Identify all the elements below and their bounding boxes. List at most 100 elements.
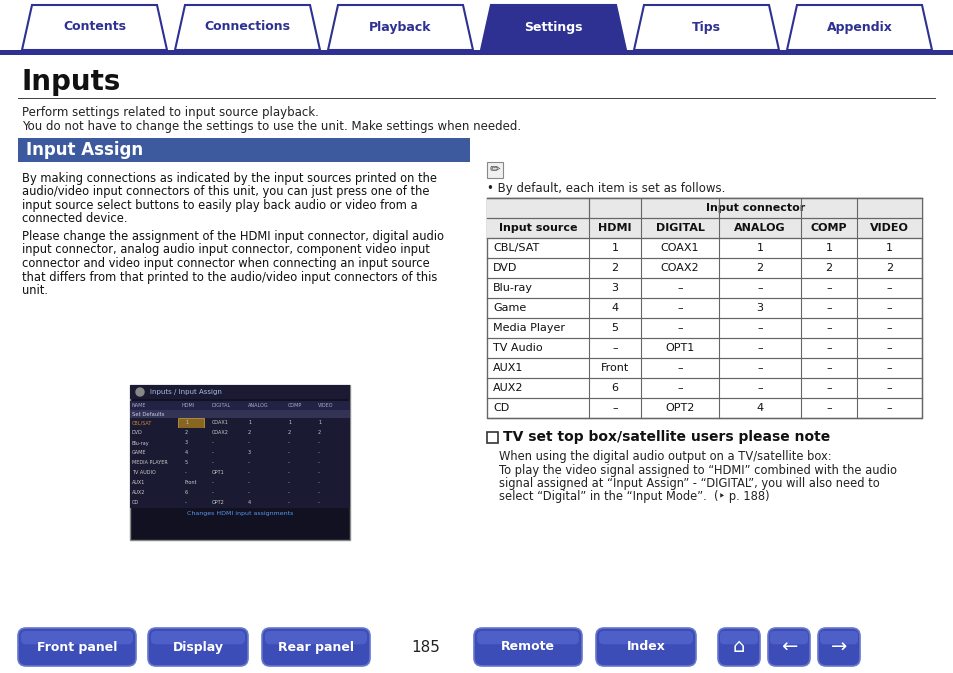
Text: –: – xyxy=(825,383,831,393)
Text: -: - xyxy=(212,450,213,456)
Text: DIGITAL: DIGITAL xyxy=(212,403,231,408)
Text: -: - xyxy=(248,481,250,485)
Text: You do not have to change the settings to use the unit. Make settings when neede: You do not have to change the settings t… xyxy=(22,120,520,133)
Text: –: – xyxy=(825,303,831,313)
Text: –: – xyxy=(677,303,682,313)
Bar xyxy=(18,98,935,99)
Text: Rear panel: Rear panel xyxy=(277,641,354,653)
Text: Remote: Remote xyxy=(500,641,555,653)
Text: HDMI: HDMI xyxy=(182,403,195,408)
Text: –: – xyxy=(757,283,762,293)
Text: Front panel: Front panel xyxy=(37,641,117,653)
Text: –: – xyxy=(825,403,831,413)
Text: –: – xyxy=(757,343,762,353)
Text: -: - xyxy=(288,441,290,446)
Polygon shape xyxy=(22,5,167,50)
Text: 1: 1 xyxy=(185,421,188,425)
Text: input connector, analog audio input connector, component video input: input connector, analog audio input conn… xyxy=(22,244,430,256)
Text: DVD: DVD xyxy=(493,263,517,273)
Bar xyxy=(130,448,350,458)
Text: –: – xyxy=(677,323,682,333)
Text: connected device.: connected device. xyxy=(22,213,128,225)
Text: VIDEO: VIDEO xyxy=(317,403,334,408)
Bar xyxy=(130,385,350,399)
Text: Connections: Connections xyxy=(204,20,291,34)
FancyBboxPatch shape xyxy=(820,631,857,644)
Text: By making connections as indicated by the input sources printed on the: By making connections as indicated by th… xyxy=(22,172,436,185)
Text: VIDEO: VIDEO xyxy=(869,223,908,233)
Text: -: - xyxy=(317,450,319,456)
Text: –: – xyxy=(825,283,831,293)
Text: 2: 2 xyxy=(824,263,832,273)
Text: OPT2: OPT2 xyxy=(212,501,225,505)
Text: 1: 1 xyxy=(248,421,251,425)
Text: OPT1: OPT1 xyxy=(664,343,694,353)
Bar xyxy=(130,498,350,508)
Circle shape xyxy=(136,388,144,396)
Text: 2: 2 xyxy=(288,431,291,435)
Text: that differs from that printed to the audio/video input connectors of this: that differs from that printed to the au… xyxy=(22,271,436,283)
Text: →: → xyxy=(830,637,846,656)
Bar xyxy=(486,432,497,443)
Text: 2: 2 xyxy=(756,263,762,273)
Text: Input Assign: Input Assign xyxy=(26,141,143,159)
Text: 6: 6 xyxy=(185,491,188,495)
Text: When using the digital audio output on a TV/satellite box:: When using the digital audio output on a… xyxy=(498,450,831,463)
Text: 1: 1 xyxy=(611,243,618,253)
Text: -: - xyxy=(317,501,319,505)
Text: 185: 185 xyxy=(411,639,440,655)
FancyBboxPatch shape xyxy=(596,628,696,666)
Text: –: – xyxy=(885,363,891,373)
Bar xyxy=(0,50,953,55)
FancyBboxPatch shape xyxy=(718,628,760,666)
Text: 2: 2 xyxy=(248,431,251,435)
Text: COAX1: COAX1 xyxy=(212,421,229,425)
Text: Perform settings related to input source playback.: Perform settings related to input source… xyxy=(22,106,318,119)
Text: signal assigned at “Input Assign” - “DIGITAL”, you will also need to: signal assigned at “Input Assign” - “DIG… xyxy=(498,477,879,490)
Polygon shape xyxy=(786,5,931,50)
Text: 3: 3 xyxy=(611,283,618,293)
Polygon shape xyxy=(634,5,779,50)
Text: DIGITAL: DIGITAL xyxy=(655,223,703,233)
Text: AUX2: AUX2 xyxy=(132,491,145,495)
Text: Appendix: Appendix xyxy=(825,20,891,34)
Text: –: – xyxy=(825,363,831,373)
Bar xyxy=(486,218,921,238)
Text: 5: 5 xyxy=(185,460,188,466)
Bar xyxy=(486,198,921,418)
Text: Display: Display xyxy=(172,641,223,653)
Text: CBL/SAT: CBL/SAT xyxy=(493,243,538,253)
Text: -: - xyxy=(288,450,290,456)
Bar xyxy=(130,488,350,498)
Text: AUX2: AUX2 xyxy=(493,383,523,393)
Text: 4: 4 xyxy=(756,403,762,413)
Bar xyxy=(130,385,350,540)
Text: -: - xyxy=(288,460,290,466)
Text: -: - xyxy=(288,491,290,495)
Text: 2: 2 xyxy=(611,263,618,273)
Text: -: - xyxy=(317,491,319,495)
Text: audio/video input connectors of this unit, you can just press one of the: audio/video input connectors of this uni… xyxy=(22,186,429,199)
Text: OPT2: OPT2 xyxy=(664,403,694,413)
Text: -: - xyxy=(288,481,290,485)
Bar xyxy=(18,138,470,162)
Text: -: - xyxy=(212,441,213,446)
Text: 4: 4 xyxy=(185,450,188,456)
Text: -: - xyxy=(248,491,250,495)
Text: MEDIA PLAYER: MEDIA PLAYER xyxy=(132,460,168,466)
Text: Game: Game xyxy=(493,303,526,313)
Text: 1: 1 xyxy=(824,243,832,253)
Text: Playback: Playback xyxy=(369,20,432,34)
FancyBboxPatch shape xyxy=(18,628,136,666)
Text: AUX1: AUX1 xyxy=(132,481,145,485)
Text: –: – xyxy=(612,343,618,353)
Text: –: – xyxy=(885,383,891,393)
Bar xyxy=(486,162,502,178)
Bar xyxy=(130,438,350,448)
Text: 3: 3 xyxy=(185,441,188,446)
Text: -: - xyxy=(317,470,319,476)
Bar xyxy=(130,418,350,428)
FancyBboxPatch shape xyxy=(151,631,245,644)
FancyBboxPatch shape xyxy=(262,628,370,666)
Text: –: – xyxy=(677,283,682,293)
